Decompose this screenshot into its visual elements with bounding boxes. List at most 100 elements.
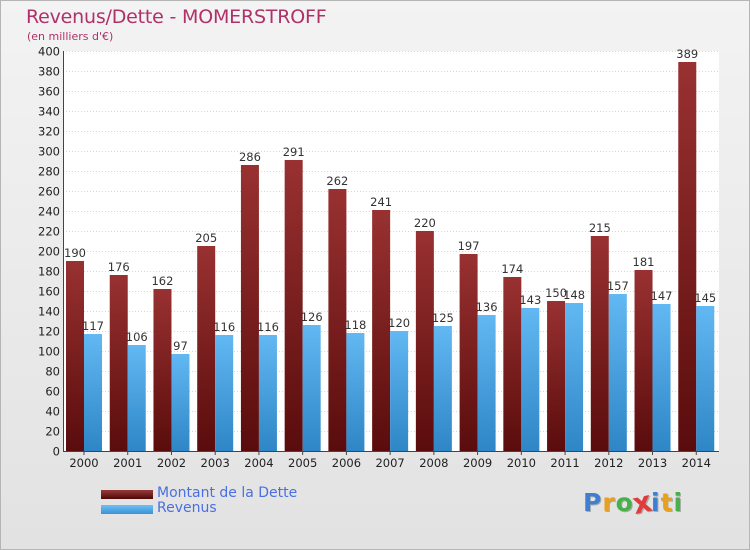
proxiti-logo: Proxiti [583,484,684,522]
data-label-revenus: 145 [694,291,716,305]
logo-letter: i [651,488,661,517]
data-label-dette: 286 [239,150,261,164]
y-tick-label: 360 [38,85,60,99]
bar-revenus [171,354,190,451]
bar-revenus [608,294,627,451]
legend-label-dette: Montant de la Dette [157,485,298,501]
data-label-revenus: 116 [213,320,235,334]
bar-dette [109,275,128,451]
data-label-dette: 291 [283,145,305,159]
data-label-revenus: 106 [126,330,148,344]
y-tick-label: 140 [38,305,60,319]
x-tick-label: 2011 [550,456,579,470]
x-tick-label: 2007 [375,456,404,470]
data-label-dette: 181 [633,255,655,269]
y-tick-label: 60 [45,385,60,399]
legend-swatch-revenus [101,505,153,514]
x-tick-label: 2012 [594,456,623,470]
bar-revenus [346,333,365,451]
data-label-revenus: 126 [301,310,323,324]
bar-dette [372,210,391,451]
y-tick-label: 40 [45,405,60,419]
data-label-dette: 205 [195,231,217,245]
logo-letter: t [660,488,674,517]
data-label-revenus: 148 [563,288,585,302]
bar-dette [678,62,697,451]
x-tick-label: 2006 [332,456,361,470]
y-tick-label: 380 [38,65,60,79]
y-tick-label: 80 [45,365,60,379]
data-label-revenus: 125 [432,311,454,325]
bar-revenus [127,345,146,451]
bar-revenus [215,335,234,451]
data-label-revenus: 120 [388,316,410,330]
y-tick-label: 100 [38,345,60,359]
bar-revenus [433,326,452,451]
data-label-revenus: 97 [173,339,188,353]
x-tick-label: 2014 [682,456,711,470]
data-label-dette: 389 [676,47,698,61]
legend-swatch-dette [101,490,153,499]
y-tick-label: 180 [38,265,60,279]
data-label-revenus: 118 [344,318,366,332]
bar-dette [415,231,434,451]
x-tick-label: 2004 [244,456,273,470]
bar-revenus [696,306,715,451]
bar-revenus [477,315,496,451]
y-tick-label: 120 [38,325,60,339]
y-tick-label: 400 [38,45,60,59]
logo-letter: P [583,488,603,517]
data-label-dette: 174 [501,262,523,276]
data-label-revenus: 157 [607,279,629,293]
y-tick-label: 200 [38,245,60,259]
logo-letter: r [602,488,616,517]
bar-revenus [84,334,102,451]
data-label-dette: 190 [64,246,86,260]
data-label-dette: 197 [458,239,480,253]
bar-dette [66,261,84,451]
bar-dette [634,270,653,451]
bar-revenus [652,304,671,451]
bar-revenus [390,331,409,451]
data-label-dette: 262 [326,174,348,188]
data-label-dette: 241 [370,195,392,209]
data-label-revenus: 136 [476,300,498,314]
x-tick-label: 2008 [419,456,448,470]
x-tick-label: 2010 [507,456,536,470]
y-tick-label: 220 [38,225,60,239]
bar-dette [503,277,522,451]
logo-letter: i [673,488,684,517]
bar-revenus [565,303,584,451]
bar-dette [459,254,478,451]
bar-dette [328,189,347,451]
data-label-revenus: 143 [519,293,541,307]
chart-unit-label: (en milliers d'€) [27,30,114,43]
bar-dette [197,246,216,451]
data-label-revenus: 116 [257,320,279,334]
data-label-dette: 215 [589,221,611,235]
bar-revenus [521,308,540,451]
y-tick-label: 280 [38,165,60,179]
y-tick-label: 300 [38,145,60,159]
x-tick-label: 2000 [69,456,98,470]
bar-revenus [302,325,321,451]
x-tick-label: 2005 [288,456,317,470]
data-label-dette: 176 [108,260,130,274]
y-tick-label: 340 [38,105,60,119]
plot-area: 0 20 40 60 80 100 120 140 160 180 200 220 240 260 280 3… [38,45,719,470]
x-tick-label: 2009 [463,456,492,470]
logo-letter: o [615,488,634,517]
y-tick-label: 160 [38,285,60,299]
y-tick-label: 320 [38,125,60,139]
legend-label-revenus: Revenus [157,500,217,516]
data-label-revenus: 117 [82,319,104,333]
x-tick-label: 2001 [113,456,142,470]
data-label-revenus: 147 [651,289,673,303]
x-tick-label: 2013 [638,456,667,470]
bar-dette [547,301,566,451]
y-tick-label: 240 [38,205,60,219]
bar-dette [240,165,259,451]
y-tick-label: 260 [38,185,60,199]
